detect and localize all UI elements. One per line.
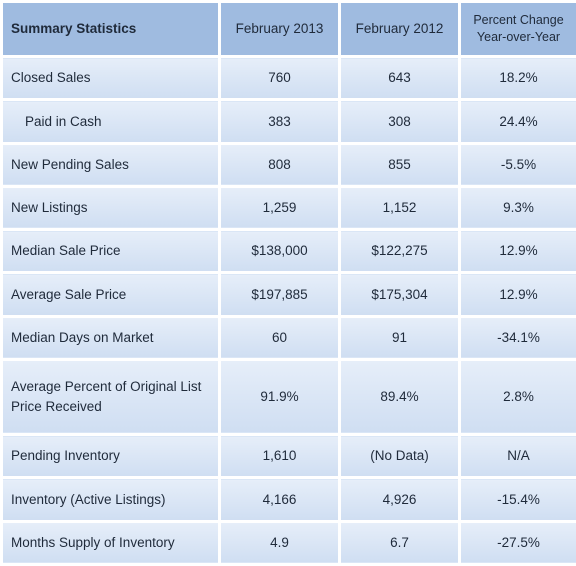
row-label: Average Sale Price <box>0 271 221 318</box>
table-header: Summary Statistics February 2013 February … <box>0 0 576 58</box>
header-cell: Percent Change Year-over-Year <box>458 0 576 58</box>
cell: -34.1% <box>458 314 576 361</box>
row-label: Months Supply of Inventory <box>0 519 221 566</box>
cell: 12.9% <box>458 228 576 275</box>
cell: 760 <box>218 54 341 102</box>
cell: 24.4% <box>458 98 576 145</box>
cell: (No Data) <box>338 433 461 480</box>
cell: 2.8% <box>458 357 576 437</box>
row-label: Closed Sales <box>0 54 221 102</box>
cell: 89.4% <box>338 357 461 437</box>
cell: 4,926 <box>338 476 461 523</box>
cell: 855 <box>338 141 461 188</box>
cell: 4.9 <box>218 519 341 566</box>
cell: 91.9% <box>218 357 341 437</box>
cell: 1,610 <box>218 433 341 480</box>
table-row: Months Supply of Inventory 4.9 6.7 -27.5% <box>0 519 576 566</box>
row-label: New Listings <box>0 184 221 232</box>
cell: 383 <box>218 98 341 145</box>
row-label: Pending Inventory <box>0 433 221 480</box>
row-label: New Pending Sales <box>0 141 221 188</box>
cell: 643 <box>338 54 461 102</box>
cell: 12.9% <box>458 271 576 318</box>
table-row: Pending Inventory 1,610 (No Data) N/A <box>0 433 576 480</box>
table-row: Paid in Cash 383 308 24.4% <box>0 98 576 145</box>
table-row: Median Days on Market 60 91 -34.1% <box>0 314 576 361</box>
table-body: Closed Sales 760 643 18.2% Paid in Cash 383 30… <box>0 54 576 566</box>
row-label: Paid in Cash <box>0 98 221 145</box>
cell: 308 <box>338 98 461 145</box>
cell: -15.4% <box>458 476 576 523</box>
table-row: Median Sale Price $138,000 $122,275 12.9% <box>0 228 576 275</box>
cell: $197,885 <box>218 271 341 318</box>
cell: N/A <box>458 433 576 480</box>
cell: 9.3% <box>458 184 576 232</box>
cell: 18.2% <box>458 54 576 102</box>
table-row: Average Percent of Original List Price R… <box>0 357 576 437</box>
cell: 91 <box>338 314 461 361</box>
header-cell: Summary Statistics <box>0 0 221 58</box>
table-row: Inventory (Active Listings) 4,166 4,926 -15… <box>0 476 576 523</box>
table-row: New Listings 1,259 1,152 9.3% <box>0 184 576 232</box>
row-label: Average Percent of Original List Price R… <box>0 357 221 437</box>
cell: 1,259 <box>218 184 341 232</box>
cell: -5.5% <box>458 141 576 188</box>
header-cell: February 2013 <box>218 0 341 58</box>
cell: $138,000 <box>218 228 341 275</box>
cell: 808 <box>218 141 341 188</box>
cell: 6.7 <box>338 519 461 566</box>
table-row: Closed Sales 760 643 18.2% <box>0 54 576 102</box>
cell: -27.5% <box>458 519 576 566</box>
header-cell: February 2012 <box>338 0 461 58</box>
cell: $122,275 <box>338 228 461 275</box>
cell: 4,166 <box>218 476 341 523</box>
row-label: Median Sale Price <box>0 228 221 275</box>
table-row: New Pending Sales 808 855 -5.5% <box>0 141 576 188</box>
header-row: Summary Statistics February 2013 February … <box>0 0 576 58</box>
cell: $175,304 <box>338 271 461 318</box>
row-label: Inventory (Active Listings) <box>0 476 221 523</box>
cell: 1,152 <box>338 184 461 232</box>
table-row: Average Sale Price $197,885 $175,304 12.9% <box>0 271 576 318</box>
row-label: Median Days on Market <box>0 314 221 361</box>
cell: 60 <box>218 314 341 361</box>
